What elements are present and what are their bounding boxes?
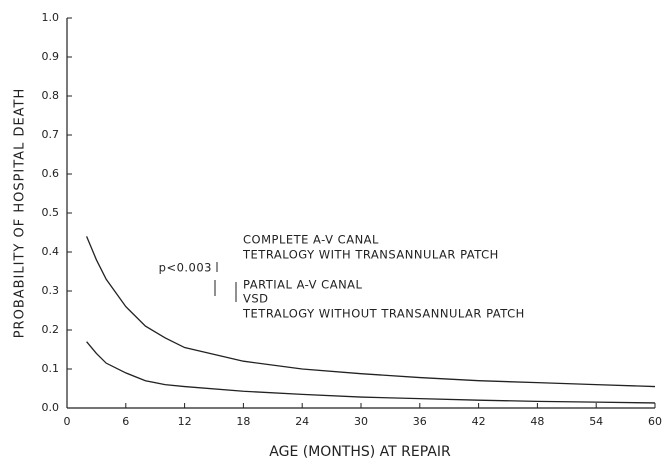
- x-tick-label: 0: [64, 415, 71, 428]
- y-tick-label: 0.6: [42, 167, 60, 180]
- curve: [86, 236, 656, 388]
- x-tick-label: 42: [472, 415, 486, 428]
- annotation: p<0.003: [159, 261, 212, 275]
- y-tick-label: 0.1: [42, 362, 60, 375]
- y-tick-label: 0.0: [42, 401, 60, 414]
- x-tick-label: 60: [648, 415, 662, 428]
- x-tick-label: 12: [178, 415, 192, 428]
- y-tick-label: 0.9: [42, 50, 60, 63]
- x-axis-label: AGE (MONTHS) AT REPAIR: [269, 444, 451, 460]
- y-axis-label: PROBABILITY OF HOSPITAL DEATH: [13, 88, 28, 339]
- annotation: VSD: [243, 292, 269, 306]
- y-tick-label: 0.3: [42, 284, 60, 297]
- curve: [86, 341, 656, 404]
- x-tick-label: 18: [236, 415, 250, 428]
- y-tick-label: 0.7: [42, 128, 60, 141]
- x-tick-label: 30: [354, 415, 368, 428]
- annotation: TETRALOGY WITHOUT TRANSANNULAR PATCH: [242, 307, 525, 321]
- x-tick-label: 24: [295, 415, 309, 428]
- y-tick-label: 0.2: [42, 323, 60, 336]
- annotation: PARTIAL A-V CANAL: [243, 278, 363, 292]
- x-tick-label: 6: [122, 415, 129, 428]
- annotation: TETRALOGY WITH TRANSANNULAR PATCH: [242, 248, 499, 262]
- y-tick-label: 0.4: [42, 245, 60, 258]
- x-tick-label: 48: [530, 415, 544, 428]
- annotation: COMPLETE A-V CANAL: [243, 233, 379, 247]
- y-tick-label: 0.5: [42, 206, 60, 219]
- x-tick-label: 54: [589, 415, 603, 428]
- y-tick-label: 0.8: [42, 89, 60, 102]
- y-tick-label: 1.0: [42, 11, 60, 24]
- x-tick-label: 36: [413, 415, 427, 428]
